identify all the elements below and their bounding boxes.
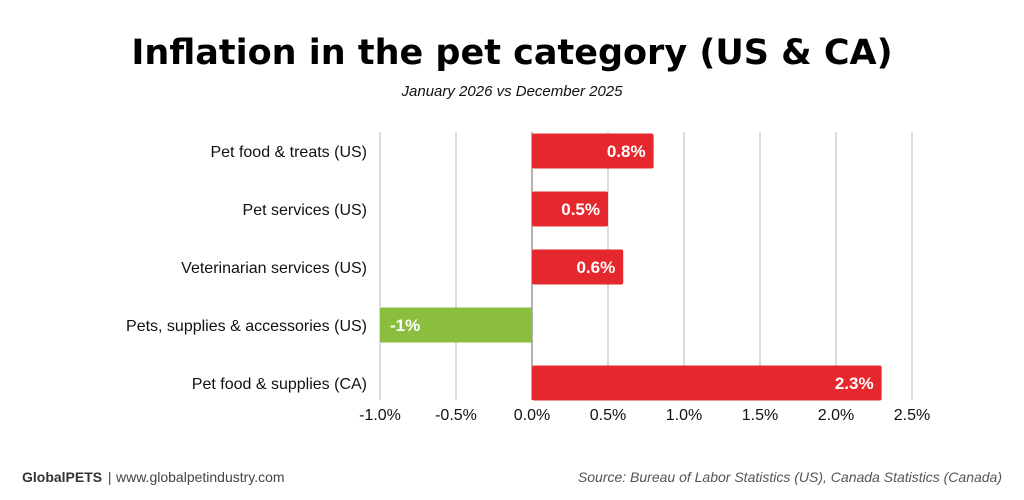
bar <box>532 133 654 169</box>
x-tick-labels: -1.0% -0.5% 0.0% 0.5% 1.0% 1.5% 2.0% 2.5% <box>359 407 930 424</box>
category-label: Veterinarian services (US) <box>181 260 367 277</box>
data-label: 2.3% <box>835 374 874 393</box>
x-tick-label: -0.5% <box>435 407 477 424</box>
footer-website[interactable]: www.globalpetindustry.com <box>115 469 285 485</box>
category-labels: Pet food & treats (US) Pet services (US) V… <box>126 144 367 393</box>
footer-separator: | <box>104 469 115 485</box>
bar <box>532 249 624 285</box>
bar <box>532 365 882 401</box>
footer-source: Source: Bureau of Labor Statistics (US),… <box>578 469 1002 485</box>
x-tick-label: 2.0% <box>818 407 854 424</box>
data-label: 0.8% <box>607 142 646 161</box>
x-tick-label: -1.0% <box>359 407 401 424</box>
category-label: Pets, supplies & accessories (US) <box>126 318 367 335</box>
x-tick-label: 1.5% <box>742 407 778 424</box>
data-label: -1% <box>390 316 420 335</box>
category-label: Pet services (US) <box>243 202 367 219</box>
category-label: Pet food & treats (US) <box>210 144 367 161</box>
x-tick-label: 2.5% <box>894 407 930 424</box>
bar <box>380 307 532 343</box>
x-tick-label: 0.5% <box>590 407 626 424</box>
bar <box>532 191 608 227</box>
data-label: 0.5% <box>561 200 600 219</box>
chart-subtitle: January 2026 vs December 2025 <box>401 83 624 100</box>
x-tick-label: 1.0% <box>666 407 702 424</box>
chart-title: Inflation in the pet category (US & CA) <box>131 33 892 73</box>
x-tick-label: 0.0% <box>514 407 550 424</box>
footer-brand: GlobalPETS <box>22 469 102 485</box>
gridlines <box>379 132 913 400</box>
bars: 0.8% 0.5% 0.6% -1% 2.3% <box>380 133 882 401</box>
data-label: 0.6% <box>576 258 615 277</box>
category-label: Pet food & supplies (CA) <box>192 376 367 393</box>
